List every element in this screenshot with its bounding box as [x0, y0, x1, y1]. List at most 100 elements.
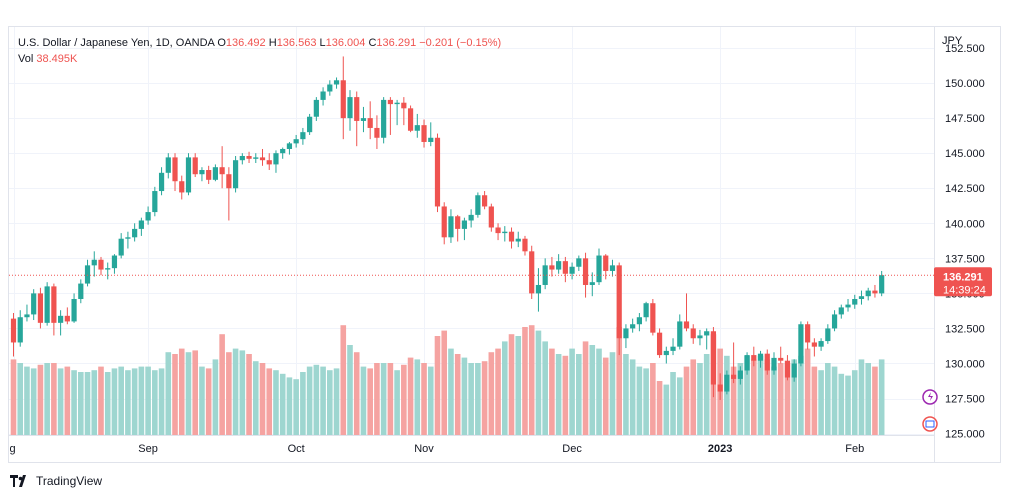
candle-body	[313, 99, 319, 117]
volume-bar	[663, 384, 670, 435]
calendar-icon[interactable]	[922, 416, 938, 432]
volume-bar	[582, 341, 589, 435]
legend-low-value: 136.004	[325, 37, 366, 49]
volume-bar	[414, 359, 421, 435]
candle-body	[630, 324, 636, 329]
candle-body	[488, 206, 494, 228]
alert-icon[interactable]	[922, 389, 938, 405]
volume-bar	[589, 345, 596, 435]
candle-body	[111, 255, 118, 269]
candle-body	[872, 290, 878, 294]
time-tick-label: Sep	[138, 443, 158, 455]
candle-body	[300, 132, 306, 140]
candle-body	[259, 157, 266, 161]
price-badge-value: 136.291	[943, 271, 983, 283]
candle-body	[670, 346, 676, 351]
candle-body	[475, 195, 481, 215]
candle-body	[778, 357, 784, 361]
price-tick-label: 145.000	[945, 148, 985, 160]
candle-body	[401, 102, 407, 109]
volume-bar	[145, 366, 151, 435]
candle-body	[825, 328, 831, 342]
candle-body	[710, 331, 717, 385]
legend-volume-value: 38.495K	[36, 53, 78, 65]
volume-bar	[98, 366, 104, 435]
volume-bar	[17, 363, 24, 435]
volume-bar	[454, 354, 461, 435]
volume-bar	[313, 364, 320, 435]
tradingview-label: TradingView	[36, 474, 103, 488]
candle-body	[461, 220, 468, 229]
volume-bar	[131, 368, 138, 435]
volume-bar	[441, 330, 448, 435]
candle-body	[172, 157, 178, 182]
candle-body	[10, 318, 17, 343]
candle-body	[569, 266, 575, 274]
volume-bar	[340, 325, 347, 435]
alert-icon-bolt	[928, 392, 933, 401]
volume-bar	[865, 363, 872, 435]
volume-bar	[421, 363, 427, 435]
candle-body	[421, 125, 427, 142]
candle-body	[192, 157, 198, 175]
candle-body	[253, 157, 259, 159]
price-badge-countdown: 14:39:24	[943, 284, 986, 296]
candle-body	[307, 116, 313, 133]
volume-bar	[751, 359, 757, 435]
volume-bar	[784, 363, 791, 435]
candle-body	[865, 290, 871, 297]
candle-body	[152, 191, 158, 213]
candle-body	[771, 357, 777, 371]
candle-body	[508, 231, 515, 242]
candle-body	[603, 255, 609, 271]
volume-bar	[670, 372, 676, 435]
candle-body	[582, 258, 589, 285]
candle-series	[10, 56, 885, 400]
volume-bar	[616, 327, 622, 435]
calendar-icon-body	[925, 420, 935, 428]
candle-body	[434, 137, 441, 207]
candle-body	[91, 259, 97, 266]
candle-body	[84, 265, 91, 284]
volume-bar	[387, 363, 394, 435]
candle-body	[441, 206, 447, 238]
volume-bar	[777, 363, 784, 435]
candle-body	[879, 275, 885, 294]
candle-body	[273, 153, 279, 165]
volume-bar	[239, 350, 246, 435]
legend-high-label: H	[268, 37, 277, 49]
volume-bar	[724, 355, 730, 435]
legend-open-label: O	[217, 37, 226, 49]
volume-bar	[528, 325, 535, 435]
volume-bar	[259, 363, 266, 435]
volume-bar	[636, 366, 643, 435]
tradingview-logo-icon	[10, 475, 26, 487]
candle-body	[179, 181, 185, 193]
volume-bar	[555, 354, 562, 435]
candle-body	[232, 160, 239, 189]
candle-body	[757, 353, 764, 361]
candle-body	[206, 170, 212, 180]
volume-bar	[306, 366, 313, 435]
grid-lines	[9, 27, 934, 435]
candle-body	[737, 370, 743, 379]
candle-body	[731, 374, 737, 379]
volume-bar	[64, 366, 71, 435]
volume-bar	[811, 366, 818, 435]
candle-body	[239, 155, 245, 161]
volume-bar	[764, 359, 771, 435]
candle-body	[522, 238, 528, 252]
candle-body	[320, 91, 326, 100]
volume-bar	[703, 354, 710, 435]
volume-bar	[562, 355, 569, 435]
tradingview-brand[interactable]: TradingView	[10, 472, 102, 490]
candle-body	[535, 284, 542, 294]
volume-bar	[757, 355, 764, 435]
legend-volume-label: Vol	[18, 53, 34, 65]
volume-bar	[434, 336, 441, 435]
volume-bar	[535, 330, 542, 435]
volume-bar	[199, 366, 205, 435]
candle-body	[852, 299, 858, 305]
candle-body	[226, 174, 232, 189]
